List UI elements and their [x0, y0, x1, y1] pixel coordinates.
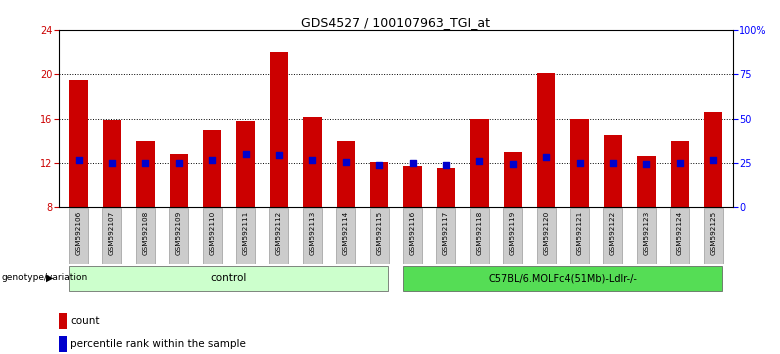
Text: GSM592117: GSM592117 [443, 211, 449, 255]
Bar [58, 336, 67, 352]
Bar [136, 208, 155, 264]
Bar [69, 208, 88, 264]
Text: GSM592111: GSM592111 [243, 211, 249, 255]
Point [373, 162, 385, 168]
Bar [69, 80, 87, 207]
Text: ▶: ▶ [45, 273, 53, 282]
Bar [69, 266, 388, 291]
Bar [203, 208, 222, 264]
Bar [102, 208, 122, 264]
Text: GSM592115: GSM592115 [376, 211, 382, 255]
Point [306, 157, 318, 162]
Bar [370, 208, 388, 264]
Bar [58, 313, 67, 329]
Text: GSM592123: GSM592123 [644, 211, 650, 255]
Text: GSM592106: GSM592106 [76, 211, 82, 255]
Bar [704, 208, 723, 264]
Bar [503, 208, 523, 264]
Point [406, 160, 419, 166]
Text: genotype/variation: genotype/variation [2, 273, 88, 282]
Text: GSM592110: GSM592110 [209, 211, 215, 255]
Text: GSM592119: GSM592119 [510, 211, 516, 255]
Bar [169, 208, 188, 264]
Text: GSM592116: GSM592116 [410, 211, 416, 255]
Bar [236, 208, 255, 264]
Text: GSM592120: GSM592120 [543, 211, 549, 255]
Text: C57BL/6.MOLFc4(51Mb)-Ldlr-/-: C57BL/6.MOLFc4(51Mb)-Ldlr-/- [488, 273, 637, 283]
Bar [537, 208, 555, 264]
Point [506, 161, 519, 167]
Point [640, 161, 653, 167]
Point [707, 157, 719, 162]
Text: control: control [211, 273, 247, 283]
Bar [303, 208, 322, 264]
Bar [403, 266, 722, 291]
Bar [437, 208, 456, 264]
Text: GSM592125: GSM592125 [710, 211, 716, 255]
Bar [704, 112, 722, 207]
Bar [169, 154, 188, 207]
Title: GDS4527 / 100107963_TGI_at: GDS4527 / 100107963_TGI_at [301, 16, 491, 29]
Text: GSM592107: GSM592107 [109, 211, 115, 255]
Point [440, 162, 452, 168]
Point [673, 160, 686, 166]
Point [473, 158, 486, 164]
Bar [269, 208, 289, 264]
Text: GSM592124: GSM592124 [677, 211, 682, 255]
Bar [537, 73, 555, 207]
Text: percentile rank within the sample: percentile rank within the sample [70, 339, 246, 349]
Point [206, 157, 218, 162]
Point [73, 157, 85, 162]
Text: GSM592108: GSM592108 [142, 211, 148, 255]
Point [573, 160, 586, 166]
Bar [303, 118, 321, 207]
Bar [437, 169, 456, 207]
Point [172, 160, 185, 166]
Text: GSM592118: GSM592118 [477, 211, 482, 255]
Bar [470, 119, 488, 207]
Text: GSM592121: GSM592121 [576, 211, 583, 255]
Point [273, 152, 285, 158]
Bar [604, 208, 622, 264]
Bar [103, 120, 121, 207]
Bar [670, 208, 690, 264]
Point [540, 154, 552, 160]
Point [239, 151, 252, 157]
Point [607, 160, 619, 166]
Text: GSM592113: GSM592113 [310, 211, 315, 255]
Bar [403, 208, 422, 264]
Text: count: count [70, 316, 100, 326]
Text: GSM592109: GSM592109 [176, 211, 182, 255]
Text: GSM592122: GSM592122 [610, 211, 616, 255]
Point [106, 160, 119, 166]
Bar [570, 119, 589, 207]
Bar [403, 166, 422, 207]
Bar [470, 208, 489, 264]
Bar [671, 141, 689, 207]
Bar [570, 208, 589, 264]
Point [139, 160, 151, 166]
Text: GSM592114: GSM592114 [342, 211, 349, 255]
Text: GSM592112: GSM592112 [276, 211, 282, 255]
Bar [336, 141, 355, 207]
Bar [370, 162, 388, 207]
Bar [637, 156, 655, 207]
Bar [636, 208, 656, 264]
Bar [336, 208, 355, 264]
Bar [504, 152, 522, 207]
Point [339, 159, 352, 165]
Bar [270, 52, 288, 207]
Bar [203, 130, 222, 207]
Bar [136, 141, 154, 207]
Bar [604, 135, 622, 207]
Bar [236, 121, 255, 207]
